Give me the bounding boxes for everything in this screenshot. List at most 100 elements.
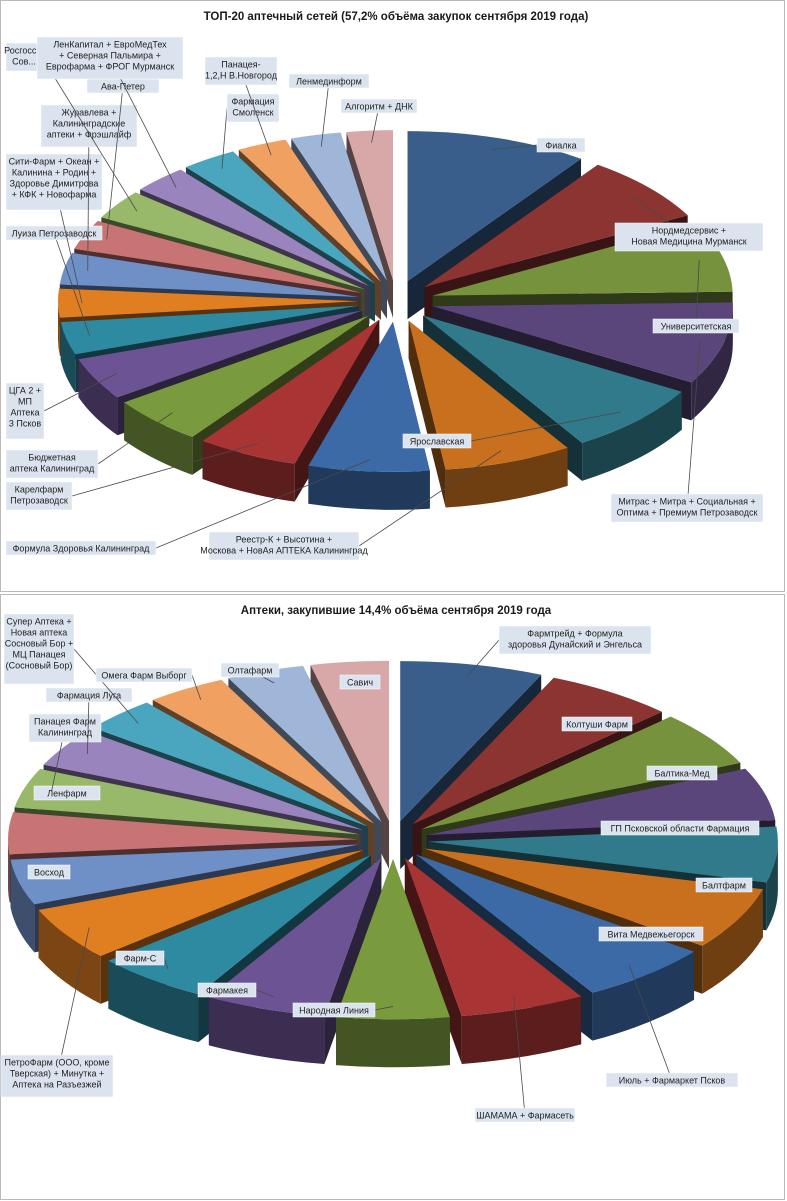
pie-slice-side (108, 960, 199, 1043)
pie-slice-side (8, 839, 10, 903)
pie-slice-6 (408, 320, 568, 508)
leader-line (56, 927, 90, 1077)
label-box (208, 531, 360, 561)
slice-label: Фармация Луга (57, 691, 121, 701)
label-box (5, 449, 99, 479)
pie-label-1: Фиалка (491, 137, 586, 153)
pie-slice-side (60, 322, 76, 393)
bottom-chart-panel: Аптеки, закупившие 14,4% объёма сентября… (0, 594, 785, 1200)
pie-slice-top (8, 812, 359, 855)
leader-line (695, 259, 700, 327)
leader-line (358, 450, 502, 547)
pie-slice-top (152, 679, 375, 824)
pie-label-3: Университетская (652, 259, 740, 334)
pie-slice-side (38, 909, 101, 1004)
pie-slice-top (140, 169, 370, 287)
pie-slice-top (124, 315, 369, 437)
slice-label: Формула Здоровья Калининград (13, 544, 151, 554)
pie-label-8: ШАМАМА + Фармасеть (474, 996, 576, 1123)
bottom-chart-title: Аптеки, закупившие 14,4% объёма сентября… (241, 605, 552, 617)
slice-label: Савич (347, 678, 373, 688)
pie-label-16: ЛенКапитал + ЕвроМедТех + Северная Пальми… (36, 36, 184, 188)
label-box (561, 716, 633, 732)
pie-label-10: Фармакея (197, 982, 275, 998)
slice-label: Омега Фарм Выборг (101, 671, 187, 681)
label-box (28, 713, 102, 743)
slice-label: ПетроФарм (ООО, кроме Тверская) + Минутка… (5, 1058, 110, 1090)
pie-label-9: Бюджетная аптека Калининград (5, 412, 173, 479)
pie-label-12: Сити-Фарм + Океан + Калинина + Родин + Здо… (5, 153, 103, 304)
pie-slice-side (58, 301, 60, 356)
pie-slice-side (124, 402, 193, 475)
label-box (197, 982, 257, 998)
pie-slice-top (412, 677, 662, 825)
label-box (95, 667, 193, 683)
slice-label: Балтика-Мед (654, 769, 710, 779)
label-box (3, 613, 75, 685)
pie-label-12: ПетроФарм (ООО, кроме Тверская) + Минутка… (0, 927, 114, 1098)
label-box (40, 104, 138, 148)
pie-label-13: Восход (27, 864, 71, 880)
label-box (5, 382, 45, 440)
leader-line (41, 56, 138, 212)
label-box (610, 493, 764, 523)
label-box (5, 42, 43, 72)
pie-label-17: Фармация Смоленск (221, 93, 280, 169)
pie-slice-top (43, 731, 364, 831)
pie-label-2: Колтуши Фарм (561, 716, 633, 732)
slice-label: Реестр-К + Высотина + Москова + НовАя АПТ… (200, 535, 368, 556)
label-box (5, 481, 73, 511)
pie-label-15: Росгосс... Сов... (4, 42, 138, 212)
leader-line (109, 57, 177, 188)
pie-slice-side (336, 1017, 450, 1068)
leader-line (491, 144, 538, 150)
leader-line (155, 459, 371, 549)
label-box (115, 950, 165, 966)
pie-slice-top (74, 220, 361, 293)
leader-line (320, 80, 330, 147)
pie-slice-side (691, 306, 733, 421)
pie-slice-top (101, 192, 365, 290)
pie-slice-top (427, 826, 778, 883)
slice-label: Фиалка (545, 141, 576, 151)
pie-labels: Фармтрейд + Формула здоровья Дунайский и … (0, 613, 760, 1123)
pie-label-15: Панацея Фарм Калининград (28, 713, 102, 792)
slice-label: Ленфарм (47, 789, 87, 799)
leader-line (255, 989, 275, 998)
leader-line (466, 639, 500, 678)
pie-label-1: Фармтрейд + Формула здоровья Дунайский и … (466, 625, 652, 678)
pie-slice-side (10, 859, 35, 953)
slice-label: ЛенКапитал + ЕвроМедТех + Северная Пальми… (46, 40, 174, 72)
pie-label-8: Карелфарм Петрозаводск (5, 443, 258, 511)
pie-slice-top (208, 858, 382, 1017)
pie-slice-8 (202, 319, 380, 502)
label-box (292, 1002, 376, 1018)
pie-label-6: Вита Медвежьегорск (598, 926, 704, 942)
slice-label: ЦГА 2 + МП Аптека 3 Псков (9, 386, 42, 429)
pie-slice-top (416, 854, 695, 993)
slice-label: Алгоритм + ДНК (345, 102, 414, 112)
bottom-pie-chart: Аптеки, закупившие 14,4% объёма сентября… (0, 605, 778, 1123)
pie-label-11: Луиза Петрозаводск (5, 225, 103, 336)
slice-label: Луиза Петрозаводск (12, 229, 97, 239)
pie-slice-top (10, 844, 359, 905)
slice-label: Вита Медвежьегорск (607, 930, 694, 940)
pie-slice-7 (308, 321, 430, 510)
label-box (646, 765, 718, 781)
pie-label-7: Июль + Фармаркет Псков (605, 964, 739, 1088)
pie-slice-top (92, 702, 369, 827)
label-box (5, 153, 103, 211)
pie-labels: Фиалка Нордмедсервис + Новая Медицина Мурм… (4, 36, 764, 561)
pie-slice-top (336, 859, 450, 1020)
pie-slice-top (408, 320, 568, 470)
leader-line (686, 340, 701, 509)
pie-slice-top (308, 321, 430, 472)
label-box (5, 225, 103, 241)
leader-line (374, 1006, 394, 1011)
pie-label-5: Балтфарм (695, 877, 753, 893)
label-box (536, 137, 586, 153)
leader-line (87, 694, 90, 754)
pie-slice-top (346, 130, 394, 281)
label-box (600, 820, 760, 836)
pie-slice-top (291, 132, 387, 281)
